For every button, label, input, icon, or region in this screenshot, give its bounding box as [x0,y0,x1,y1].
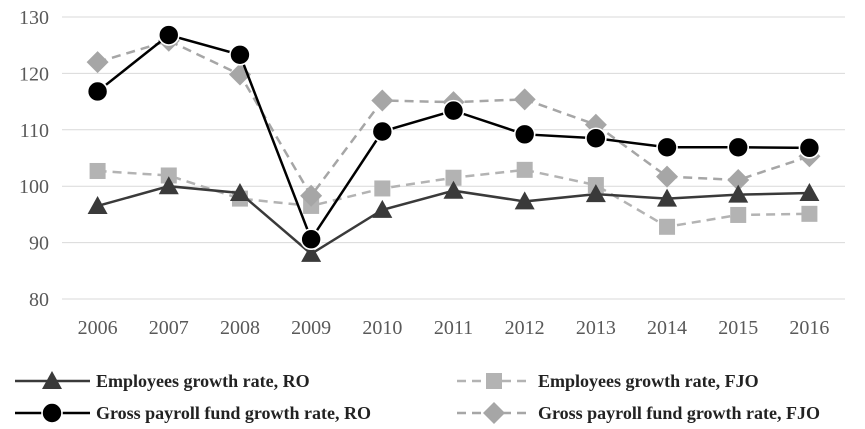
y-tick-label: 110 [20,120,49,142]
legend-marker-square [486,373,502,389]
legend-label: Employees growth rate, RO [96,371,310,391]
data-point-circle [157,24,180,46]
x-tick-label: 2006 [78,317,118,339]
data-point-diamond [86,51,109,74]
data-point-circle [86,80,109,103]
data-point-square [516,161,533,178]
data-point-diamond [300,184,323,207]
legend: Employees growth rate, RO Employees growt… [15,371,820,424]
data-point-diamond [371,89,394,112]
data-point-diamond [513,88,536,111]
data-point-circle [798,137,821,159]
legend-item: Employees growth rate, RO [15,371,310,391]
y-tick-label: 120 [19,63,49,85]
legend-marker-diamond [483,402,505,424]
data-point-square [801,205,818,222]
legend-marker-triangle [42,371,62,389]
y-tick-label: 130 [19,7,49,29]
data-point-triangle [728,184,749,203]
y-axis-ticks: 80 90 100 110 120 130 [19,7,49,311]
data-point-square [374,180,391,197]
series-1 [87,176,820,262]
legend-marker-circle [41,402,63,424]
data-point-diamond [656,165,679,188]
legend-item: Gross payroll fund growth rate, RO [15,402,371,424]
data-point-square [730,206,747,223]
data-point-triangle [443,180,464,199]
data-point-circle [585,127,607,150]
data-point-triangle [229,182,250,201]
data-point-circle [442,99,465,122]
x-tick-label: 2015 [718,317,758,339]
x-tick-label: 2011 [434,317,473,339]
series-3 [86,24,821,251]
legend-item: Gross payroll fund growth rate, FJO [457,402,820,424]
data-point-triangle [514,191,535,210]
data-point-triangle [657,188,678,207]
gridlines [62,16,845,300]
data-point-triangle [585,184,606,203]
data-point-triangle [799,182,820,201]
data-point-triangle [158,176,179,195]
x-tick-label: 2013 [576,317,616,339]
legend-item: Employees growth rate, FJO [457,371,759,391]
data-point-triangle [87,195,108,214]
x-tick-label: 2016 [789,317,829,339]
x-tick-label: 2012 [505,317,545,339]
x-tick-label: 2008 [220,317,260,339]
data-point-square [445,169,462,186]
data-point-diamond [727,168,750,191]
legend-label: Employees growth rate, FJO [538,371,759,391]
data-point-square [89,162,106,179]
y-tick-label: 90 [29,233,49,255]
x-axis-ticks: 2006 2007 2008 2009 2010 2011 2012 2013 2014 2015… [78,317,830,339]
data-point-triangle [372,199,393,218]
x-tick-label: 2010 [362,317,402,339]
data-point-circle [727,136,750,159]
x-tick-label: 2007 [149,317,189,339]
legend-label: Gross payroll fund growth rate, FJO [538,403,820,423]
data-point-square [659,218,676,235]
data-point-circle [513,123,536,146]
y-tick-label: 80 [29,289,49,311]
series-group [86,24,821,262]
x-tick-label: 2009 [291,317,331,339]
x-tick-label: 2014 [647,317,687,339]
data-point-triangle [301,243,322,262]
data-point-circle [371,120,394,143]
series-line [96,33,810,242]
y-tick-label: 100 [19,176,49,198]
data-point-circle [229,43,251,66]
data-point-circle [300,228,322,251]
data-point-square [160,167,177,184]
legend-label: Gross payroll fund growth rate, RO [96,403,371,423]
data-point-circle [656,136,678,159]
